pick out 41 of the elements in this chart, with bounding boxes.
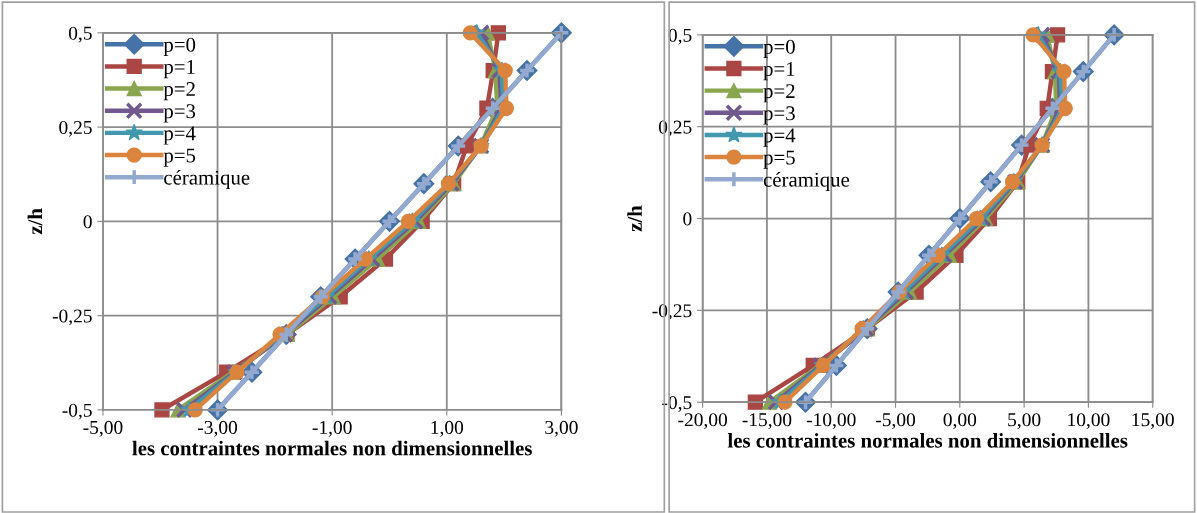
x-tick-label: 0,00 xyxy=(943,413,977,430)
x-tick-label: -20,00 xyxy=(678,413,728,430)
legend-label: p=5 xyxy=(763,150,795,169)
x-tick-label: -5,00 xyxy=(83,420,123,437)
legend-label: p=5 xyxy=(163,148,196,167)
legend-label: p=2 xyxy=(763,84,795,103)
legend-label: p=0 xyxy=(163,37,196,57)
legend-label: p=0 xyxy=(763,39,795,59)
legend-label: p=4 xyxy=(763,128,796,147)
y-tick-label: 0,5 xyxy=(668,28,692,45)
y-tick-label: 0,25 xyxy=(658,120,692,137)
x-axis-title: les contraintes normales non dimensionnelles xyxy=(727,433,1128,448)
x-tick-label: 15,00 xyxy=(1132,413,1174,430)
x-axis-title: les contraintes normales non dimensionnelles xyxy=(132,440,532,456)
y-axis-title: z/h xyxy=(27,208,43,235)
legend-label: céramique xyxy=(763,172,850,191)
x-tick-label: -1,00 xyxy=(312,420,352,437)
x-tick-label: -5,00 xyxy=(876,413,916,430)
legend-label: p=3 xyxy=(763,106,795,125)
y-tick-label: -0,5 xyxy=(62,403,92,420)
legend-label: p=1 xyxy=(763,62,795,81)
y-tick-label: 0,25 xyxy=(59,120,92,137)
x-tick-label: -3,00 xyxy=(198,420,238,437)
y-tick-label: -0,25 xyxy=(52,309,92,326)
x-tick-label: 1,00 xyxy=(431,420,464,437)
legend-label: p=2 xyxy=(163,82,195,101)
legend-label: p=1 xyxy=(163,59,195,79)
x-tick-label: 10,00 xyxy=(1068,413,1110,430)
x-tick-label: -10,00 xyxy=(806,413,856,430)
y-tick-label: 0,5 xyxy=(68,26,92,43)
y-axis-title: z/h xyxy=(627,205,642,232)
x-tick-label: -15,00 xyxy=(742,413,792,430)
legend-label: céramique xyxy=(164,169,250,189)
y-tick-label: 0 xyxy=(683,212,692,226)
x-tick-label: 3,00 xyxy=(545,420,578,437)
y-tick-label: -0,5 xyxy=(662,396,692,412)
x-tick-label: 5,00 xyxy=(1008,413,1041,430)
legend-label: p=4 xyxy=(163,126,196,145)
y-tick-label: 0 xyxy=(83,215,92,229)
y-tick-label: -0,25 xyxy=(652,304,692,321)
legend-label: p=3 xyxy=(163,104,196,123)
